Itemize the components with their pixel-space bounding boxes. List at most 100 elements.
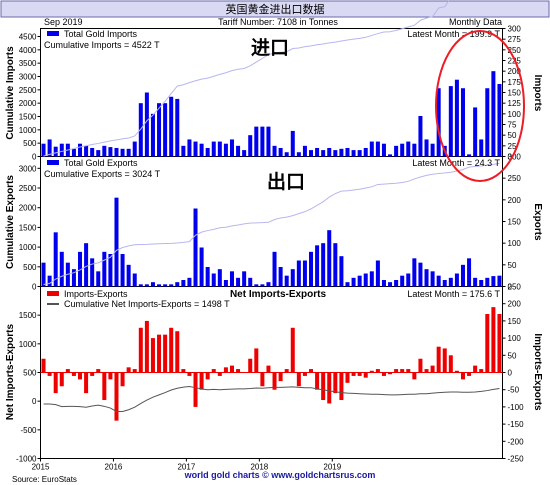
imports-bar xyxy=(321,150,326,157)
net-bar xyxy=(467,372,472,376)
imports-bar xyxy=(418,115,423,157)
imports-right-tick-label: 75 xyxy=(508,121,517,130)
net-bar xyxy=(126,367,131,373)
net-bar xyxy=(242,372,247,373)
imports-bar xyxy=(473,107,478,157)
exports-bar xyxy=(78,251,83,287)
exports-left-axis-title: Cumulative Exports xyxy=(5,175,16,269)
imports-right-tick-label: 50 xyxy=(508,131,517,140)
net-bar xyxy=(205,372,210,380)
lines-layer xyxy=(43,0,500,412)
exports-bar xyxy=(363,273,368,287)
exports-bar xyxy=(315,245,320,287)
exports-bar xyxy=(90,258,95,287)
exports-bar xyxy=(406,273,411,287)
imports-left-tick-label: 1000 xyxy=(19,126,37,135)
net-bar xyxy=(381,372,386,376)
x-tick-label: 2018 xyxy=(250,463,268,472)
exports-chinese-label: 出口 xyxy=(267,170,305,193)
exports-bar xyxy=(132,273,137,287)
net-right-axis-title: Imports-Exports xyxy=(532,333,543,411)
exports-bar xyxy=(163,284,168,287)
imports-bar xyxy=(132,141,137,157)
imports-bar xyxy=(394,145,399,157)
imports-bar xyxy=(309,150,314,157)
imports-bar xyxy=(424,139,429,157)
exports-bar xyxy=(375,260,380,287)
header-tariff: Tariff Number: 7108 in Tonnes xyxy=(218,17,338,27)
x-tick-label: 2015 xyxy=(32,463,50,472)
header-frequency: Monthly Data xyxy=(449,17,502,27)
imports-bar xyxy=(108,147,113,157)
imports-cumulative-line xyxy=(43,0,450,157)
net-bar xyxy=(375,369,380,373)
net-bar xyxy=(260,372,265,387)
x-tick-label: 2017 xyxy=(177,463,195,472)
net-bar xyxy=(65,369,70,373)
net-bar xyxy=(418,358,423,373)
net-bar xyxy=(339,372,344,401)
imports-bar xyxy=(260,126,265,157)
exports-bar xyxy=(327,230,332,287)
exports-bar xyxy=(491,276,496,287)
imports-bar xyxy=(199,143,204,157)
imports-legend-swatch xyxy=(47,31,59,36)
net-legend-label: Imports-Exports xyxy=(64,289,128,299)
imports-bar xyxy=(406,141,411,157)
net-right-tick-label: -100 xyxy=(508,403,525,412)
exports-bar xyxy=(181,280,186,287)
imports-left-tick-label: 3000 xyxy=(19,73,37,82)
net-left-tick-label: -1000 xyxy=(16,455,37,464)
exports-bar xyxy=(460,264,465,287)
net-bar xyxy=(302,372,307,376)
net-bar xyxy=(284,369,289,373)
exports-bar xyxy=(412,258,417,287)
imports-bar xyxy=(333,150,338,157)
net-bar xyxy=(412,372,417,380)
net-bar xyxy=(442,348,447,373)
imports-bar xyxy=(242,150,247,157)
net-bar xyxy=(448,355,453,373)
net-bar xyxy=(181,369,186,373)
imports-bar xyxy=(78,143,83,157)
annotation-circle xyxy=(435,30,525,182)
net-bar xyxy=(90,372,95,376)
exports-right-tick-label: 150 xyxy=(508,218,522,227)
imports-bar xyxy=(126,148,131,157)
imports-bar xyxy=(211,141,216,157)
imports-bar xyxy=(71,148,76,157)
exports-bar xyxy=(169,284,174,287)
imports-bar xyxy=(248,135,253,157)
net-bar xyxy=(163,334,168,373)
net-bar xyxy=(84,372,89,394)
exports-latest-label: Latest Month = 24.3 T xyxy=(412,158,500,168)
imports-bar xyxy=(181,145,186,157)
imports-bar xyxy=(205,147,210,157)
exports-bar xyxy=(278,267,283,287)
net-bar xyxy=(400,369,405,373)
exports-cumulative-label: Cumulative Exports = 3024 T xyxy=(44,169,161,179)
net-panel-title: Net Imports-Exports xyxy=(230,289,327,300)
net-bar xyxy=(388,372,393,375)
exports-bar xyxy=(400,275,405,287)
exports-cumulative-line xyxy=(43,162,500,286)
exports-bar xyxy=(126,264,131,287)
imports-bar xyxy=(436,88,441,157)
exports-bar xyxy=(418,262,423,287)
net-bar xyxy=(193,372,198,407)
imports-bar xyxy=(90,147,95,157)
imports-bar xyxy=(157,103,162,157)
exports-bar xyxy=(84,243,89,287)
exports-left-tick-label: 2000 xyxy=(19,204,37,213)
imports-bar xyxy=(381,143,386,157)
exports-bar xyxy=(345,282,350,287)
exports-left-tick-label: 1000 xyxy=(19,243,37,252)
exports-bar xyxy=(96,271,101,287)
net-bar xyxy=(229,365,234,373)
exports-left-tick-label: 1500 xyxy=(19,223,37,232)
imports-right-tick-label: 0 xyxy=(508,153,513,162)
net-bar xyxy=(321,372,326,401)
exports-bar xyxy=(138,284,143,287)
imports-bar xyxy=(223,143,228,157)
